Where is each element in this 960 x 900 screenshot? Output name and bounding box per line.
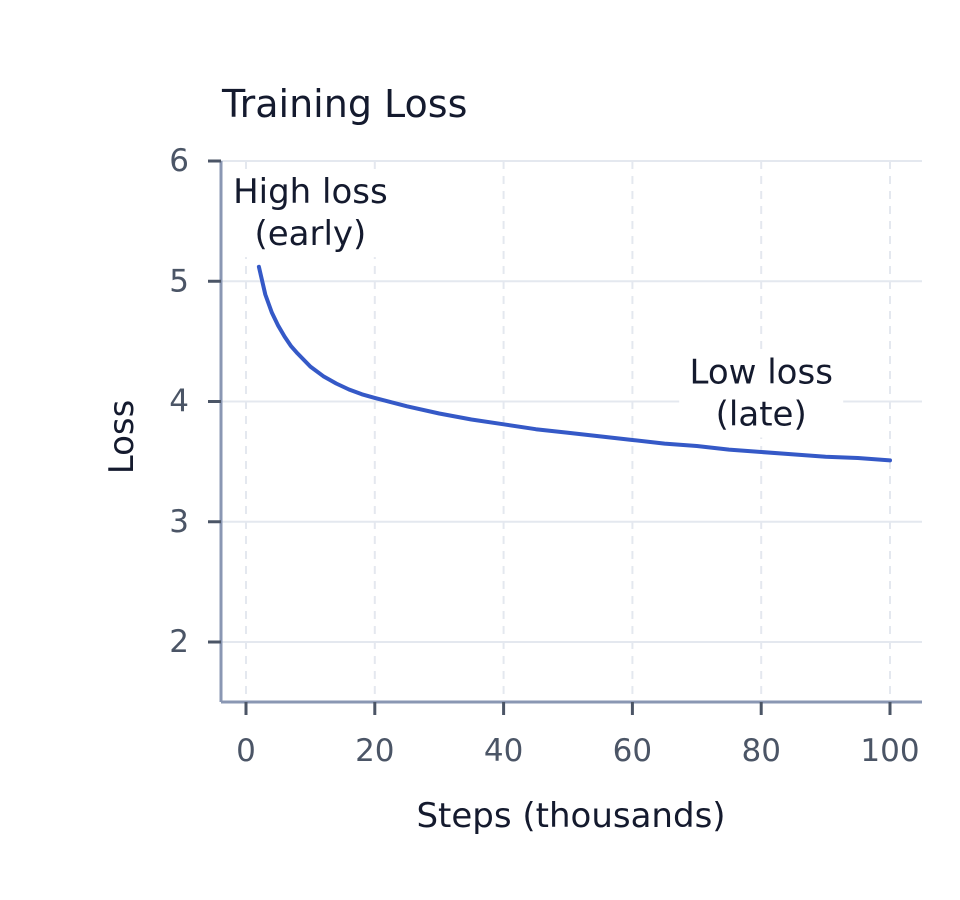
y-axis-label: Loss [102, 400, 142, 475]
x-tick-label: 40 [484, 733, 523, 769]
y-tick-label: 2 [169, 624, 189, 660]
label-layer: Training Loss Steps (thousands) Loss [102, 82, 726, 836]
y-tick-label: 5 [169, 263, 189, 299]
annotation-text: Low loss [689, 352, 832, 392]
y-tick-label: 6 [169, 143, 189, 179]
annotation-text: (early) [254, 214, 366, 254]
y-tick-label: 4 [169, 384, 189, 420]
y-tick-label: 3 [169, 504, 189, 540]
loss-curve-line [256, 264, 892, 463]
x-tick-label: 100 [860, 733, 919, 769]
x-tick-label: 60 [613, 733, 652, 769]
annotation-text: High loss [233, 172, 388, 212]
x-tick-label: 20 [355, 733, 394, 769]
annotation-background [679, 351, 844, 438]
annotation-layer: High loss(early) Low loss(late) [228, 171, 844, 438]
annotation-early: High loss(early) [228, 171, 393, 258]
annotation-background [228, 171, 393, 258]
series-layer [256, 264, 892, 463]
x-axis-label: Steps (thousands) [416, 796, 725, 836]
x-tick-label: 80 [741, 733, 780, 769]
annotation-late: Low loss(late) [679, 351, 844, 438]
annotation-text: (late) [716, 394, 807, 434]
chart-title: Training Loss [221, 82, 467, 126]
x-tick-label: 0 [236, 733, 256, 769]
